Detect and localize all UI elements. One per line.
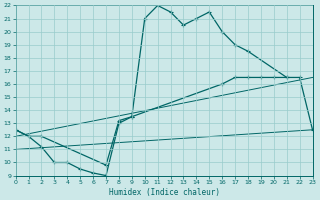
- X-axis label: Humidex (Indice chaleur): Humidex (Indice chaleur): [108, 188, 220, 197]
